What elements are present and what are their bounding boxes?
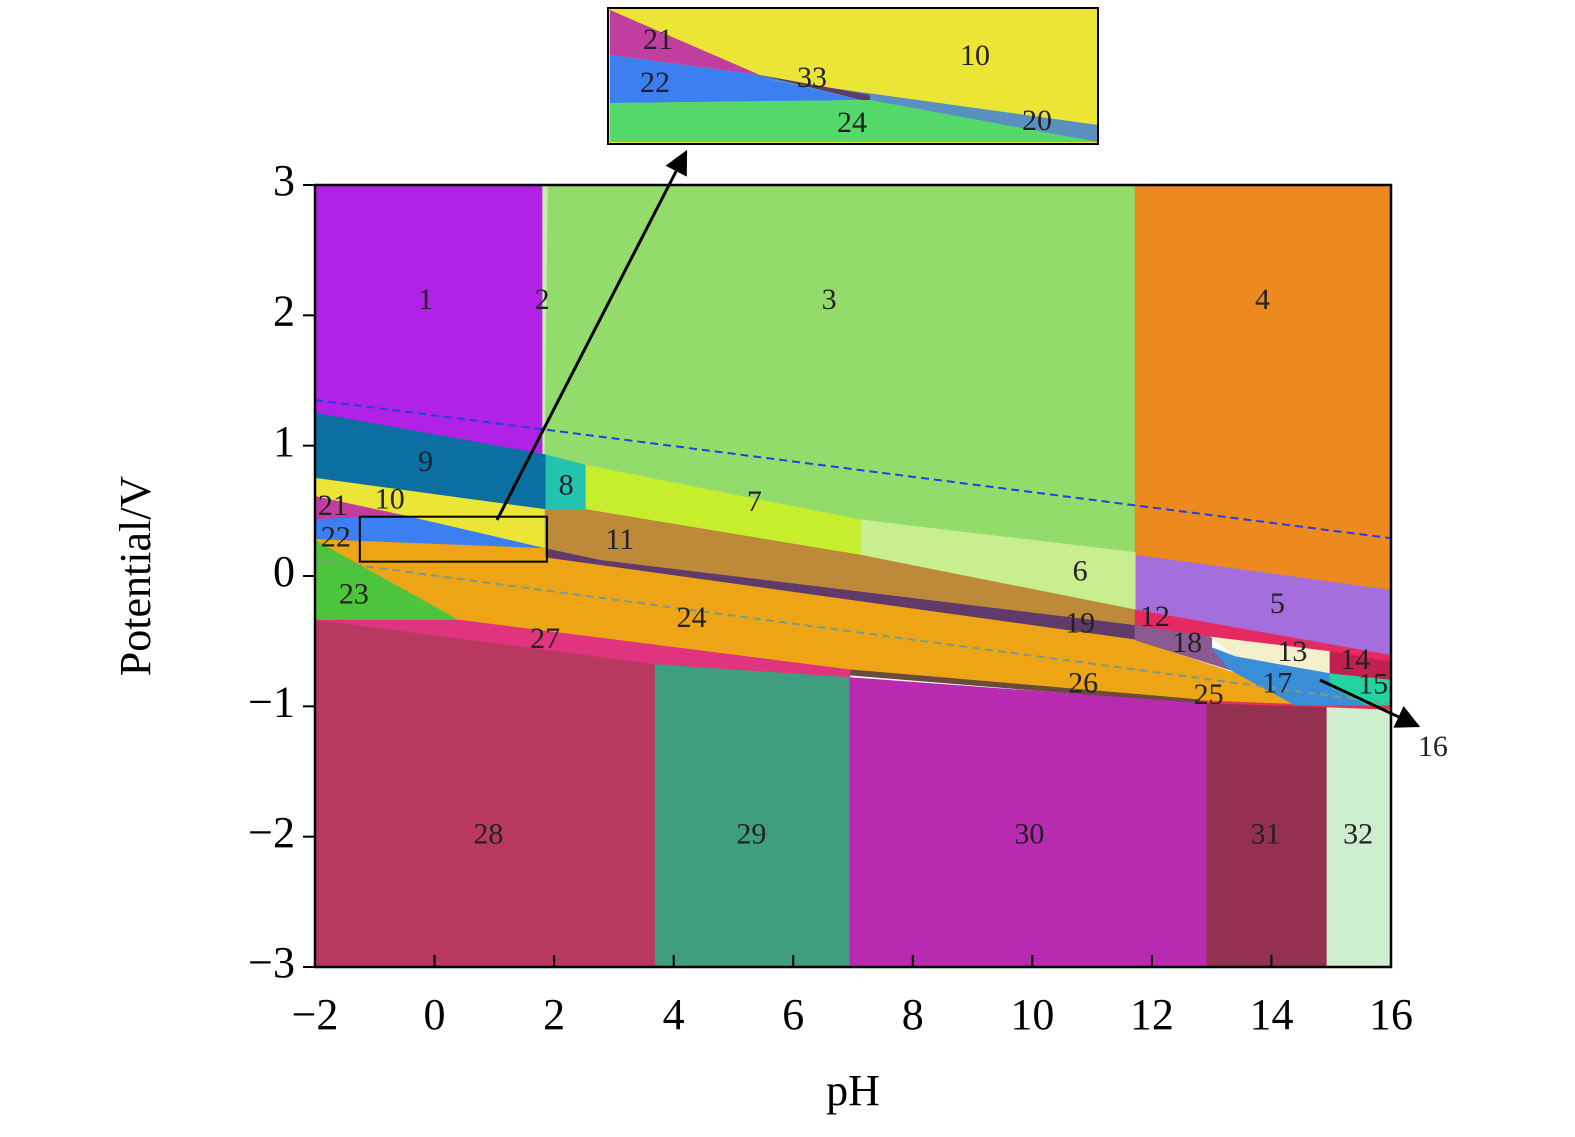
x-tick-label: 4: [663, 990, 685, 1039]
inset-label: 24: [837, 106, 867, 139]
region-label: 30: [1014, 818, 1044, 851]
x-tick-label: 16: [1369, 990, 1413, 1039]
region-label: 24: [677, 601, 707, 634]
x-tick-label: 2: [543, 990, 565, 1039]
inset-label: 33: [797, 61, 827, 94]
region-label: 15: [1358, 668, 1388, 701]
y-axis-label: Potential/V: [111, 476, 160, 677]
inset-label: 21: [643, 23, 673, 56]
y-tick-label: −2: [248, 808, 295, 857]
region-label: 32: [1343, 818, 1373, 851]
region: [314, 619, 656, 968]
y-tick-label: 2: [273, 286, 295, 335]
region-label: 19: [1065, 606, 1095, 639]
region-label: 27: [530, 622, 560, 655]
y-tick-label: 1: [273, 417, 295, 466]
y-tick-label: 0: [273, 547, 295, 596]
inset-label: 22: [640, 66, 670, 99]
inset-frame: [607, 7, 1099, 145]
region-label: 9: [418, 445, 433, 478]
region-label: 4: [1255, 283, 1270, 316]
zoom-box: [358, 515, 548, 563]
zoom-arrow: [495, 149, 688, 521]
x-tick-label: −2: [292, 990, 339, 1039]
region-label: 2: [535, 283, 550, 316]
x-tick-label: 10: [1010, 990, 1054, 1039]
x-tick-label: 8: [902, 990, 924, 1039]
inset-region: [610, 100, 1098, 142]
region-label: 21: [318, 489, 348, 522]
region-label: 14: [1340, 643, 1370, 676]
x-tick-label: 0: [424, 990, 446, 1039]
region-label: 26: [1068, 666, 1098, 699]
inset-label: 20: [1022, 104, 1052, 137]
inset-region: [610, 55, 870, 103]
region-label: 29: [736, 818, 766, 851]
region-label: 8: [559, 468, 574, 501]
region-label: 10: [375, 483, 405, 516]
region-label: 5: [1270, 587, 1285, 620]
dashed-line: [314, 399, 1392, 540]
region: [654, 664, 851, 968]
x-tick-label: 12: [1130, 990, 1174, 1039]
y-tick-label: 3: [273, 156, 295, 205]
region-label: 17: [1262, 666, 1292, 699]
region-label: 22: [321, 520, 351, 553]
region-label: 1: [418, 283, 433, 316]
region-label: 18: [1172, 626, 1202, 659]
region-label: 3: [822, 283, 837, 316]
x-axis-label: pH: [826, 1066, 880, 1115]
region-label: 28: [473, 818, 503, 851]
pointer-label: 16: [1418, 730, 1448, 763]
inset-region: [610, 10, 760, 75]
region-label: 11: [605, 523, 634, 556]
region-label: 31: [1250, 818, 1280, 851]
y-tick-label: −3: [248, 938, 295, 987]
y-tick-label: −1: [248, 677, 295, 726]
dashed-line: [314, 558, 1392, 705]
region: [1134, 184, 1392, 591]
region: [314, 184, 544, 456]
region-label: 23: [339, 578, 369, 611]
region-label: 25: [1194, 678, 1224, 711]
x-tick-label: 6: [782, 990, 804, 1039]
region-label: 13: [1277, 635, 1307, 668]
region-label: 6: [1073, 554, 1088, 587]
pointer-arrow: [1319, 678, 1421, 728]
inset-label: 10: [960, 39, 990, 72]
region-label: 12: [1140, 600, 1170, 633]
x-tick-label: 14: [1249, 990, 1293, 1039]
inset-region: [760, 75, 870, 102]
inset: 21 22 33 10 24 20: [607, 7, 1099, 145]
region-label: 7: [747, 485, 762, 518]
